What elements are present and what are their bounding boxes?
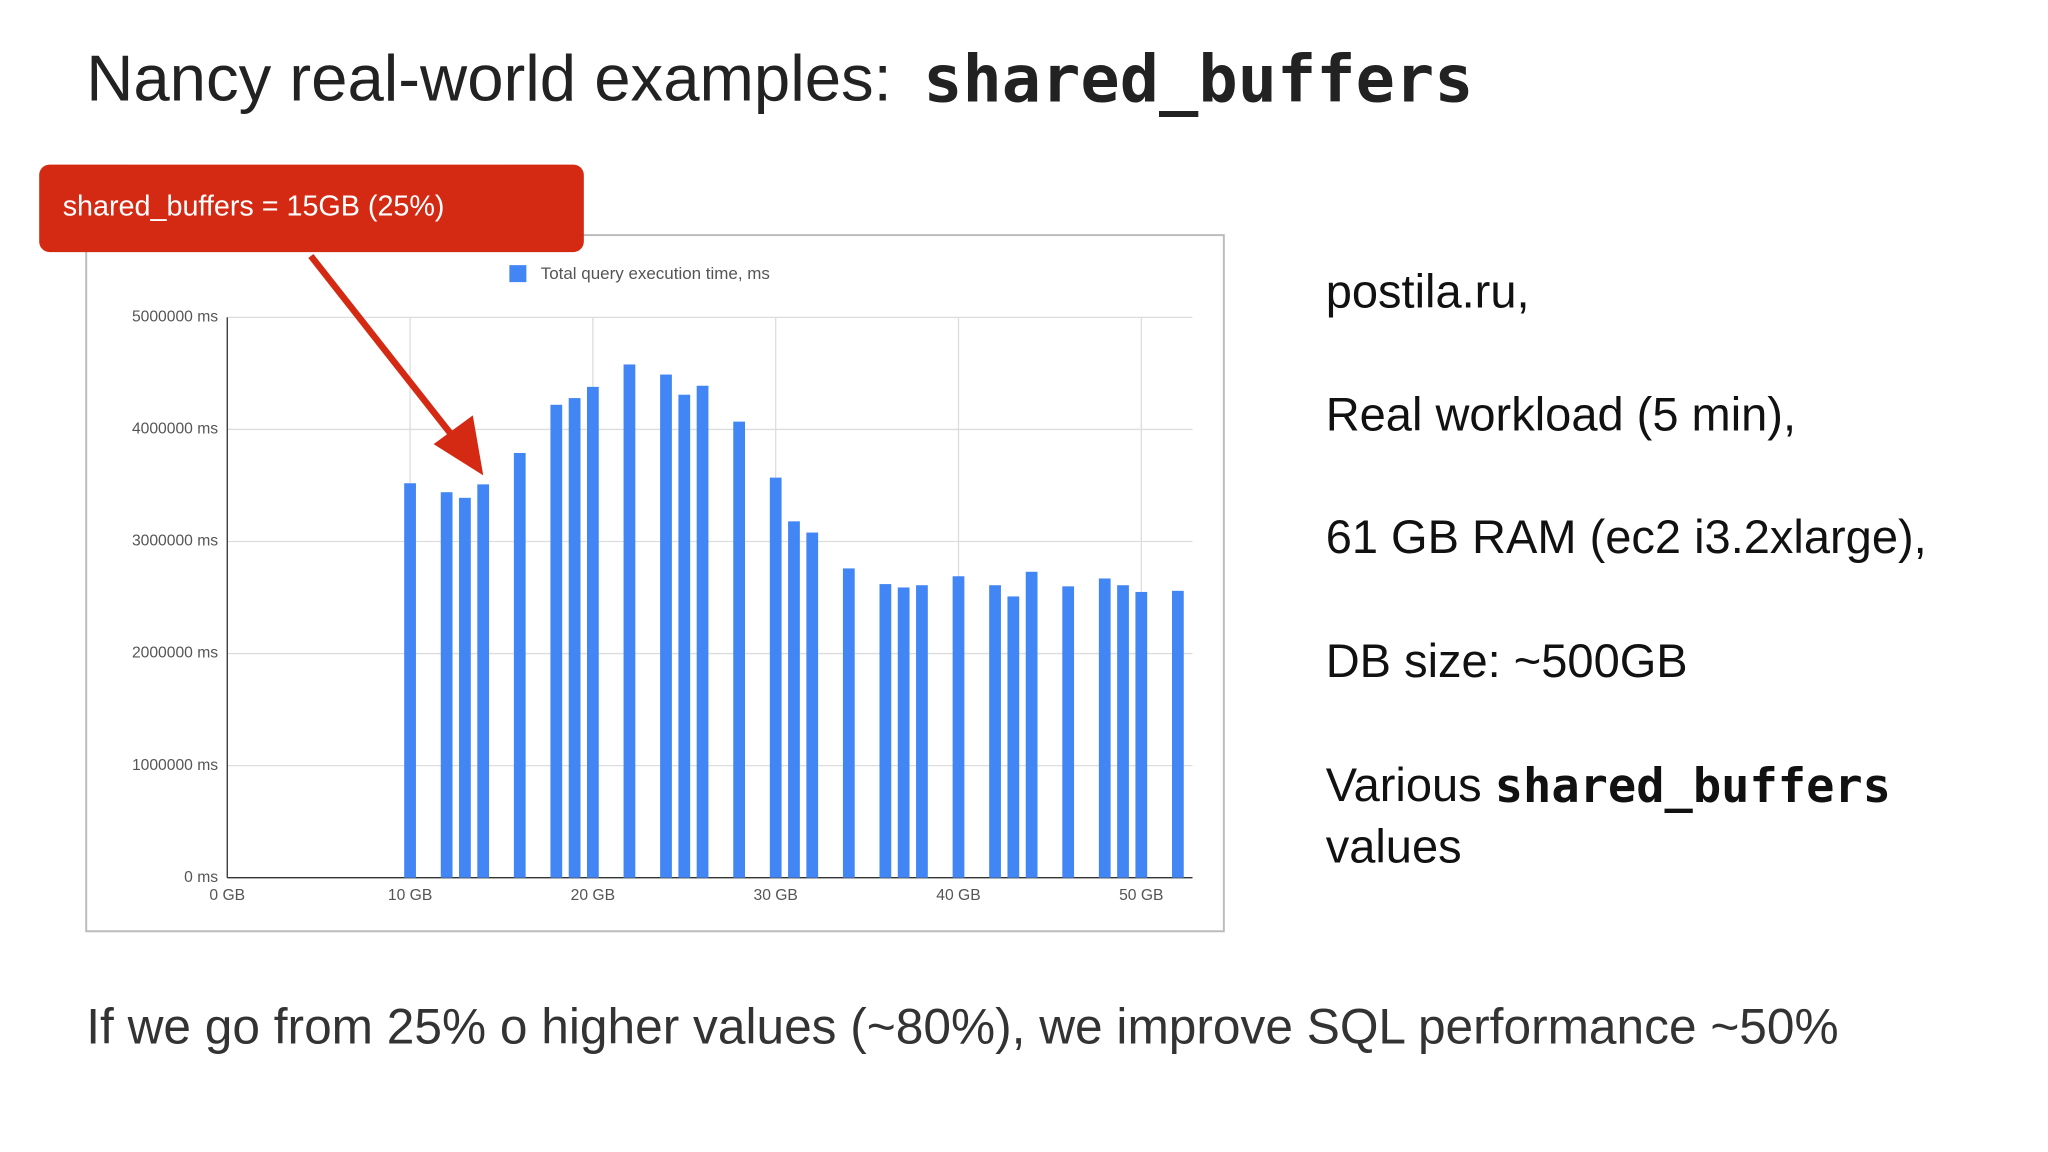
- bar: [733, 421, 746, 878]
- y-tick-label: 2000000 ms: [132, 645, 218, 662]
- bar: [1135, 591, 1148, 878]
- note-code: shared_buffers: [1495, 758, 1891, 813]
- y-tick-label: 1000000 ms: [132, 757, 218, 774]
- bar: [897, 587, 910, 878]
- y-tick-label: 0 ms: [184, 869, 218, 886]
- slide-title: Nancy real-world examples: shared_buffers: [86, 42, 1473, 118]
- y-tick-label: 4000000 ms: [132, 421, 218, 438]
- bar: [678, 394, 691, 878]
- legend-label: Total query execution time, ms: [541, 264, 770, 283]
- bar: [477, 484, 490, 878]
- bar: [879, 584, 892, 878]
- chart-frame: [85, 234, 1225, 933]
- bar: [916, 585, 928, 878]
- x-tick-label: 50 GB: [1119, 887, 1163, 904]
- bar: [404, 483, 416, 878]
- bar: [623, 364, 636, 878]
- note-text: Various: [1326, 758, 1482, 811]
- x-tick-label: 40 GB: [936, 887, 980, 904]
- bar: [1062, 586, 1075, 878]
- bar: [1007, 596, 1020, 878]
- bar: [1098, 578, 1111, 878]
- note: values: [1326, 820, 1462, 873]
- bar: [550, 404, 563, 878]
- x-tick-label: 10 GB: [388, 887, 432, 904]
- y-tick-label: 5000000 ms: [132, 309, 218, 326]
- bar: [769, 477, 782, 878]
- bar: [440, 492, 453, 878]
- bar: [952, 576, 965, 878]
- note: Various shared_buffers: [1326, 758, 1891, 813]
- note: 61 GB RAM (ec2 i3.2xlarge),: [1326, 510, 1927, 563]
- arrow-head: [433, 415, 484, 476]
- x-tick-label: 30 GB: [753, 887, 797, 904]
- bar: [806, 532, 819, 878]
- bar: [696, 385, 709, 878]
- callout-box: [39, 164, 584, 253]
- conclusion: If we go from 25% o higher values (~80%)…: [86, 999, 1838, 1055]
- bar: [587, 386, 599, 878]
- bar: [1117, 585, 1129, 878]
- bar: [513, 452, 526, 878]
- bar: [568, 398, 581, 878]
- legend-swatch: [509, 265, 527, 283]
- bar: [660, 374, 672, 878]
- bar: [1025, 571, 1038, 878]
- bar: [459, 497, 471, 878]
- bar: [989, 585, 1001, 878]
- note: DB size: ~500GB: [1326, 634, 1688, 687]
- x-tick-label: 0 GB: [209, 887, 245, 904]
- bar: [1171, 590, 1184, 878]
- note: Real workload (5 min),: [1326, 387, 1796, 440]
- plot: 0 ms 1000000 ms 2000000 ms 3000000 ms 400000…: [132, 264, 1193, 904]
- note: postila.ru,: [1326, 265, 1530, 318]
- title-code: shared_buffers: [923, 42, 1473, 118]
- y-tick-label: 3000000 ms: [132, 533, 218, 550]
- bar: [842, 568, 855, 878]
- callout-text: shared_buffers = 15GB (25%): [63, 190, 445, 222]
- bar: [788, 521, 800, 878]
- x-tick-label: 20 GB: [571, 887, 615, 904]
- arrow: [308, 253, 468, 454]
- title-text: Nancy real-world examples:: [86, 42, 892, 115]
